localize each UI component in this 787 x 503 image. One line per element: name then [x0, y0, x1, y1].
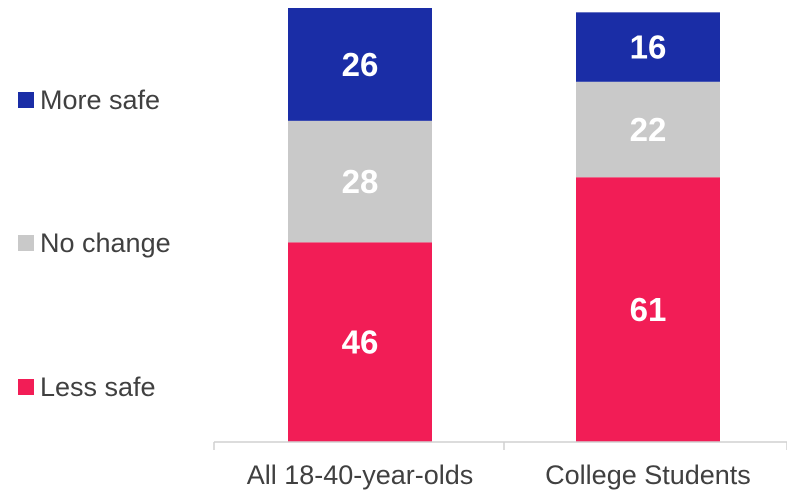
bar-segment-no-change-2	[576, 81, 720, 178]
data-label-more-safe-2: 16	[630, 29, 667, 66]
legend-swatch-no-change	[18, 235, 34, 251]
legend-item-less-safe: Less safe	[18, 372, 156, 402]
category-label-2: College Students	[545, 460, 751, 490]
category-labels: All 18-40-year-olds College Students	[247, 460, 751, 490]
x-axis	[213, 441, 787, 450]
legend-label-no-change: No change	[40, 228, 171, 258]
data-label-less-safe-2: 61	[630, 291, 667, 328]
data-label-no-change-1: 28	[342, 163, 379, 200]
bars	[288, 8, 720, 442]
bar-segment-no-change-1	[288, 120, 432, 243]
legend-item-no-change: No change	[18, 228, 171, 258]
data-label-no-change-2: 22	[630, 111, 667, 148]
data-labels: 46 28 26 61 22 16	[342, 29, 667, 361]
category-label-1: All 18-40-year-olds	[247, 460, 474, 490]
data-label-more-safe-1: 26	[342, 46, 379, 83]
bar-segment-less-safe-1	[288, 242, 432, 442]
legend-item-more-safe: More safe	[18, 85, 160, 115]
legend: More safe No change Less safe	[18, 85, 171, 402]
legend-label-less-safe: Less safe	[40, 372, 156, 402]
bar-segment-more-safe-2	[576, 12, 720, 82]
legend-label-more-safe: More safe	[40, 85, 160, 115]
bar-segment-more-safe-1	[288, 8, 432, 121]
legend-swatch-less-safe	[18, 379, 34, 395]
bar-segment-less-safe-2	[576, 177, 720, 442]
data-label-less-safe-1: 46	[342, 324, 379, 361]
legend-swatch-more-safe	[18, 92, 34, 108]
